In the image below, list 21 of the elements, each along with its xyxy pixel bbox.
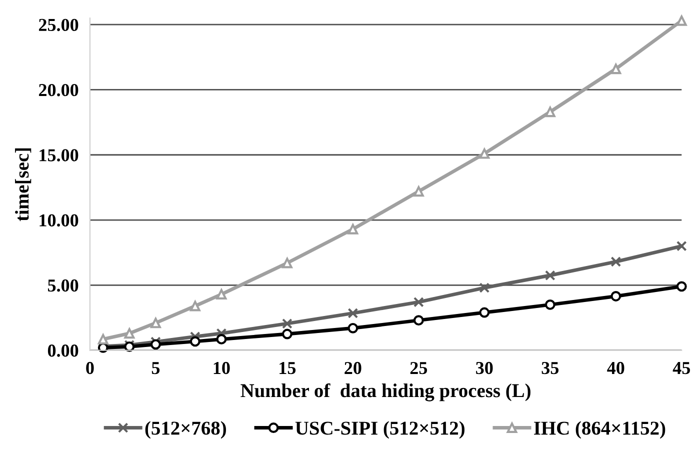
y-tick-label: 25.00 [38, 18, 78, 32]
y-axis-title: time[sec] [15, 148, 32, 222]
y-tick-label: 15.00 [40, 149, 78, 162]
x-axis-title: Number of data hiding process (L) [240, 383, 530, 402]
x-tick-label: 25 [410, 362, 428, 374]
y-tick-label: 5.00 [48, 279, 78, 292]
y-tick-label: 10.00 [40, 214, 78, 227]
x-tick-label: 20 [344, 362, 362, 374]
x-tick-label: 30 [476, 362, 493, 374]
x-tick-label: 5 [152, 362, 160, 374]
y-tick-label: 20.00 [38, 84, 78, 96]
legend-label: USC-SIPI (512×512) [295, 421, 464, 439]
x-tick-label: 45 [672, 362, 690, 374]
x-tick-label: 35 [542, 362, 559, 374]
x-tick-label: 10 [214, 362, 230, 374]
x-tick-label: 15 [280, 362, 296, 374]
legend-label: IHC (864×1152) [534, 421, 666, 439]
x-tick-label: 0 [86, 362, 94, 374]
legend-label: (512×768) [145, 421, 226, 439]
y-tick-label: 0.00 [48, 344, 78, 357]
x-tick-label: 40 [607, 362, 624, 374]
